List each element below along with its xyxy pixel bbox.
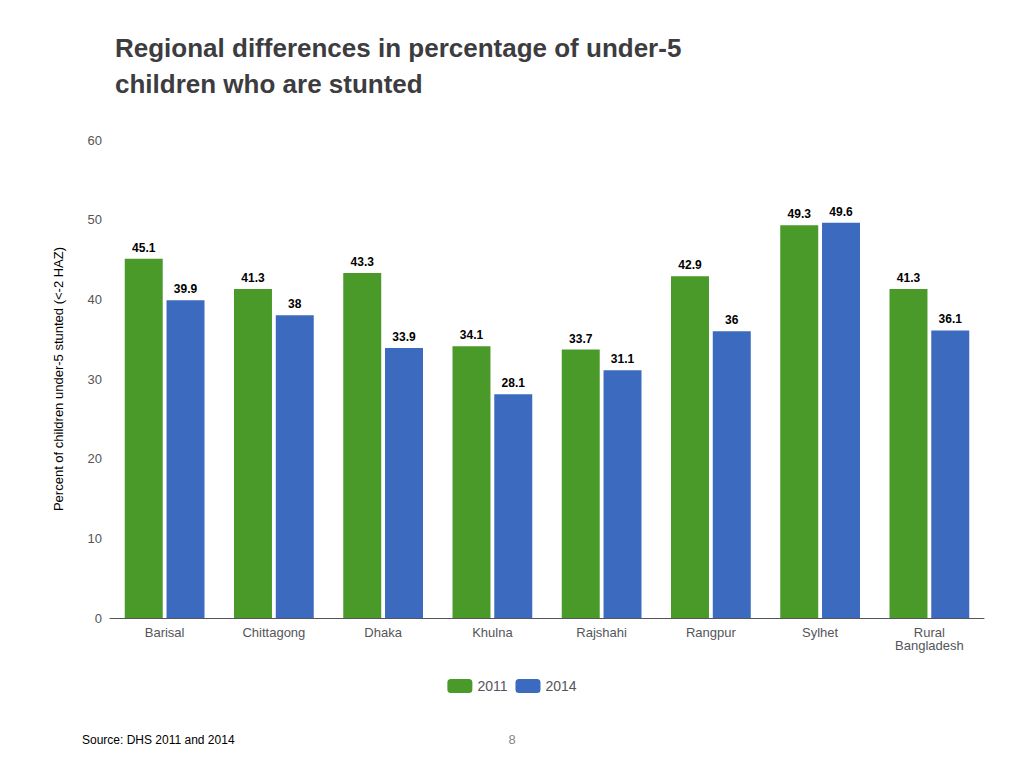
svg-text:34.1: 34.1 [460, 328, 484, 342]
svg-text:41.3: 41.3 [241, 271, 265, 285]
svg-text:Rangpur: Rangpur [686, 625, 737, 640]
svg-text:36: 36 [725, 313, 739, 327]
svg-text:49.6: 49.6 [829, 205, 853, 219]
svg-text:41.3: 41.3 [897, 271, 921, 285]
svg-text:Barisal: Barisal [145, 625, 185, 640]
svg-text:Percent of children under-5 st: Percent of children under-5 stunted (<-2… [51, 247, 66, 511]
svg-text:36.1: 36.1 [939, 312, 963, 326]
svg-text:43.3: 43.3 [351, 255, 375, 269]
svg-text:60: 60 [88, 133, 102, 148]
svg-text:2014: 2014 [545, 678, 576, 694]
svg-text:33.9: 33.9 [392, 330, 416, 344]
svg-text:2011: 2011 [477, 678, 507, 694]
svg-text:Khulna: Khulna [472, 625, 513, 640]
svg-text:children who are stunted: children who are stunted [115, 69, 423, 99]
svg-text:Source: DHS 2011 and 2014: Source: DHS 2011 and 2014 [82, 733, 235, 747]
svg-text:33.7: 33.7 [569, 332, 593, 346]
svg-text:40: 40 [88, 292, 102, 307]
svg-text:0: 0 [95, 611, 102, 626]
svg-text:Chittagong: Chittagong [242, 625, 305, 640]
svg-text:38: 38 [288, 297, 302, 311]
svg-text:Sylhet: Sylhet [802, 625, 839, 640]
svg-text:49.3: 49.3 [788, 207, 812, 221]
svg-text:45.1: 45.1 [132, 241, 156, 255]
svg-text:10: 10 [88, 531, 102, 546]
svg-text:Rural: Rural [913, 625, 945, 640]
svg-text:42.9: 42.9 [678, 258, 702, 272]
svg-text:8: 8 [508, 732, 515, 747]
svg-text:Rajshahi: Rajshahi [576, 625, 627, 640]
svg-text:Regional differences in percen: Regional differences in percentage of un… [115, 33, 681, 63]
svg-text:50: 50 [88, 212, 102, 227]
svg-text:20: 20 [88, 451, 102, 466]
svg-text:Dhaka: Dhaka [364, 625, 402, 640]
svg-text:31.1: 31.1 [611, 352, 635, 366]
svg-text:39.9: 39.9 [174, 282, 198, 296]
svg-text:30: 30 [88, 372, 102, 387]
svg-text:Bangladesh: Bangladesh [895, 638, 964, 653]
svg-text:28.1: 28.1 [502, 376, 526, 390]
